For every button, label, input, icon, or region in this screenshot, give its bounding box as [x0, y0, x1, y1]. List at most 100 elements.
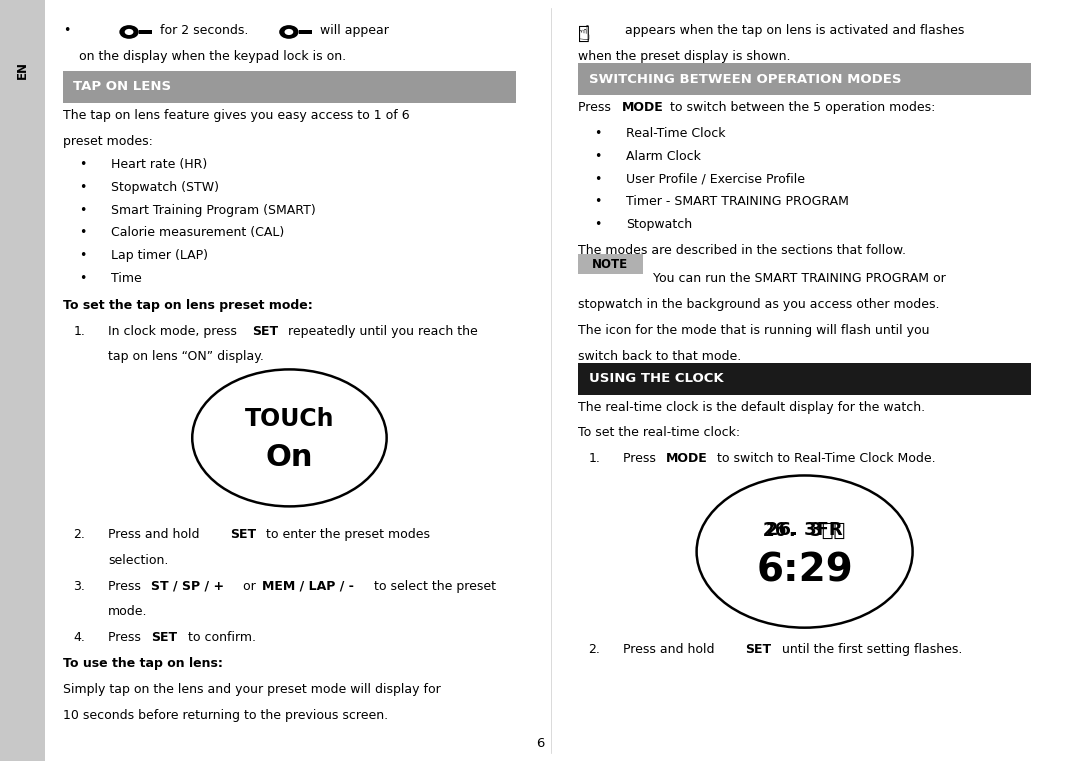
Text: Alarm Clock: Alarm Clock	[626, 150, 701, 163]
Text: Press and hold: Press and hold	[108, 528, 203, 541]
Text: Timer - SMART TRAINING PROGRAM: Timer - SMART TRAINING PROGRAM	[626, 196, 849, 209]
Text: Stopwatch (STW): Stopwatch (STW)	[111, 181, 219, 194]
FancyBboxPatch shape	[578, 254, 643, 274]
Circle shape	[119, 25, 138, 39]
FancyBboxPatch shape	[308, 32, 310, 33]
FancyBboxPatch shape	[145, 31, 147, 33]
Text: •: •	[79, 249, 86, 263]
Text: Lap timer (LAP): Lap timer (LAP)	[111, 249, 208, 263]
Text: 26. 3ᗩᕕ: 26. 3ᗩᕕ	[764, 521, 846, 540]
FancyBboxPatch shape	[138, 30, 151, 33]
Text: •: •	[594, 127, 602, 140]
Text: 26. 3FR: 26. 3FR	[767, 521, 842, 540]
Text: repeatedly until you reach the: repeatedly until you reach the	[284, 324, 477, 338]
FancyBboxPatch shape	[0, 0, 45, 761]
Text: tap on lens “ON” display.: tap on lens “ON” display.	[108, 350, 264, 364]
Text: TOUCh: TOUCh	[245, 406, 334, 431]
Text: or: or	[239, 580, 259, 593]
Text: ST / SP / +: ST / SP / +	[151, 580, 225, 593]
Text: stopwatch in the background as you access other modes.: stopwatch in the background as you acces…	[578, 298, 940, 310]
Text: ✋: ✋	[578, 24, 590, 43]
Text: 2.: 2.	[73, 528, 85, 541]
Text: You can run the SMART TRAINING PROGRAM or: You can run the SMART TRAINING PROGRAM o…	[653, 272, 946, 285]
Text: to confirm.: to confirm.	[184, 632, 256, 645]
Text: MODE: MODE	[666, 452, 708, 465]
Text: •: •	[79, 158, 86, 171]
Text: •: •	[594, 173, 602, 186]
Text: To use the tap on lens:: To use the tap on lens:	[63, 658, 222, 670]
Text: will appear: will appear	[320, 24, 389, 37]
Text: •: •	[63, 24, 70, 37]
Text: Time: Time	[111, 272, 141, 285]
Text: •: •	[79, 181, 86, 194]
Text: 3.: 3.	[73, 580, 85, 593]
Text: SET: SET	[230, 528, 256, 541]
Text: Calorie measurement (CAL): Calorie measurement (CAL)	[111, 227, 284, 240]
Text: 1.: 1.	[589, 452, 600, 465]
Text: USING THE CLOCK: USING THE CLOCK	[589, 372, 724, 385]
Text: when the preset display is shown.: when the preset display is shown.	[578, 50, 791, 63]
Text: Simply tap on the lens and your preset mode will display for: Simply tap on the lens and your preset m…	[63, 683, 441, 696]
Text: The tap on lens feature gives you easy access to 1 of 6: The tap on lens feature gives you easy a…	[63, 109, 409, 122]
Text: Press and hold: Press and hold	[623, 643, 718, 656]
Text: The modes are described in the sections that follow.: The modes are described in the sections …	[578, 244, 906, 256]
Text: to enter the preset modes: to enter the preset modes	[262, 528, 431, 541]
Text: mode.: mode.	[108, 606, 148, 619]
Text: SET: SET	[252, 324, 278, 338]
Text: on the display when the keypad lock is on.: on the display when the keypad lock is o…	[79, 50, 346, 63]
Text: Press: Press	[578, 101, 615, 114]
Text: Press: Press	[108, 632, 145, 645]
Text: preset modes:: preset modes:	[63, 135, 152, 148]
Text: To set the real-time clock:: To set the real-time clock:	[578, 426, 740, 439]
Text: EN: EN	[16, 61, 29, 79]
Text: 10 seconds before returning to the previous screen.: 10 seconds before returning to the previ…	[63, 709, 388, 722]
Text: •: •	[79, 227, 86, 240]
Text: ☝: ☝	[578, 24, 591, 44]
Text: •: •	[79, 204, 86, 217]
Text: Press: Press	[108, 580, 145, 593]
Text: 6:29: 6:29	[756, 552, 853, 590]
Text: 1.: 1.	[73, 324, 85, 338]
Text: MEM / LAP / -: MEM / LAP / -	[262, 580, 354, 593]
Text: MODE: MODE	[622, 101, 664, 114]
FancyBboxPatch shape	[298, 30, 312, 33]
Text: Press: Press	[623, 452, 660, 465]
Text: •: •	[594, 218, 602, 231]
Text: 4.: 4.	[73, 632, 85, 645]
Text: The real-time clock is the default display for the watch.: The real-time clock is the default displ…	[578, 400, 924, 413]
Text: SET: SET	[151, 632, 177, 645]
FancyBboxPatch shape	[578, 362, 1031, 394]
FancyBboxPatch shape	[148, 32, 150, 33]
Text: selection.: selection.	[108, 554, 168, 567]
Text: User Profile / Exercise Profile: User Profile / Exercise Profile	[626, 173, 806, 186]
Text: 6: 6	[536, 737, 544, 750]
Text: until the first setting flashes.: until the first setting flashes.	[778, 643, 962, 656]
Text: to select the preset: to select the preset	[370, 580, 497, 593]
Text: To set the tap on lens preset mode:: To set the tap on lens preset mode:	[63, 298, 312, 312]
Text: •: •	[594, 196, 602, 209]
Text: to switch between the 5 operation modes:: to switch between the 5 operation modes:	[666, 101, 935, 114]
Text: appears when the tap on lens is activated and flashes: appears when the tap on lens is activate…	[621, 24, 964, 37]
Circle shape	[280, 25, 298, 39]
Text: Stopwatch: Stopwatch	[626, 218, 692, 231]
Text: for 2 seconds.: for 2 seconds.	[160, 24, 248, 37]
FancyBboxPatch shape	[578, 63, 1031, 95]
Text: The icon for the mode that is running will flash until you: The icon for the mode that is running wi…	[578, 323, 929, 336]
Circle shape	[284, 29, 294, 35]
Text: to switch to Real-Time Clock Mode.: to switch to Real-Time Clock Mode.	[713, 452, 935, 465]
Text: In clock mode, press: In clock mode, press	[108, 324, 241, 338]
Text: NOTE: NOTE	[592, 258, 629, 271]
FancyBboxPatch shape	[63, 71, 516, 103]
Circle shape	[124, 29, 134, 35]
Text: TAP ON LENS: TAP ON LENS	[73, 81, 172, 94]
Text: On: On	[266, 443, 313, 472]
Text: switch back to that mode.: switch back to that mode.	[578, 349, 741, 362]
FancyBboxPatch shape	[305, 31, 307, 33]
Text: Heart rate (HR): Heart rate (HR)	[111, 158, 207, 171]
Text: Real-Time Clock: Real-Time Clock	[626, 127, 726, 140]
Text: •: •	[594, 150, 602, 163]
Text: SET: SET	[745, 643, 771, 656]
Text: SWITCHING BETWEEN OPERATION MODES: SWITCHING BETWEEN OPERATION MODES	[589, 72, 901, 86]
Text: 2.: 2.	[589, 643, 600, 656]
Text: •: •	[79, 272, 86, 285]
